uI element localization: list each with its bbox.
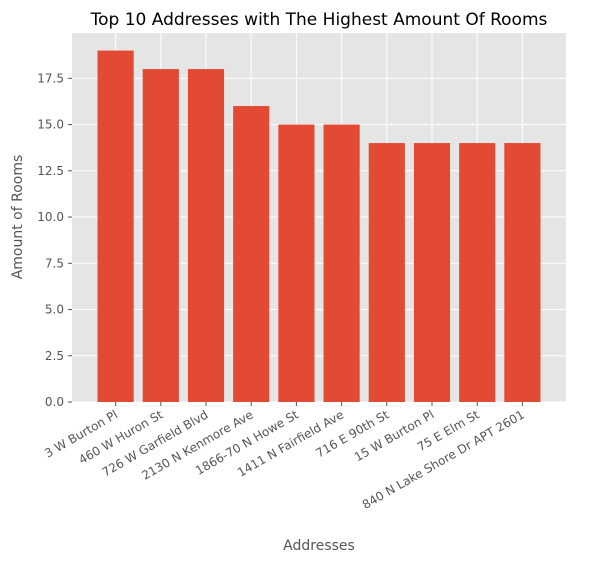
y-axis-label: Amount of Rooms: [10, 155, 26, 280]
bars: [97, 50, 541, 403]
y-tick-label: 5.0: [45, 303, 64, 317]
bar: [278, 124, 315, 402]
bar: [233, 106, 270, 402]
y-tick-label: 0.0: [45, 395, 64, 409]
bar: [142, 69, 179, 402]
bar: [323, 124, 360, 402]
chart-title: Top 10 Addresses with The Highest Amount…: [90, 10, 548, 30]
bar: [459, 143, 496, 403]
y-tick-label: 2.5: [45, 349, 64, 363]
bar: [504, 143, 541, 403]
bar: [413, 143, 451, 403]
y-tick-label: 7.5: [45, 256, 64, 270]
bar: [97, 50, 134, 402]
bar: [368, 143, 405, 403]
y-tick-label: 10.0: [37, 210, 64, 224]
bar: [187, 69, 225, 402]
y-tick-label: 15.0: [37, 118, 64, 132]
y-axis: 0.0 2.5 5.0 7.5 10.0 12.5 15.0 17.5: [37, 71, 72, 409]
y-tick-label: 12.5: [37, 164, 64, 178]
y-tick-label: 17.5: [37, 71, 64, 85]
x-axis-label: Addresses: [283, 538, 355, 554]
